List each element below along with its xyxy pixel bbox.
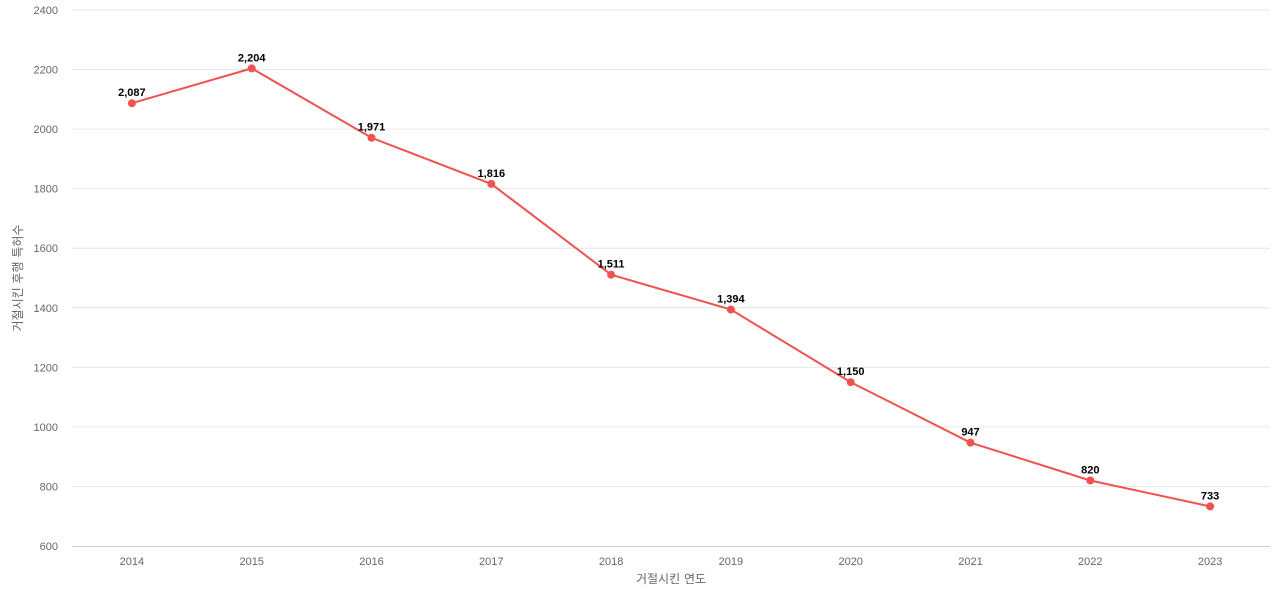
series-layer (127, 64, 1215, 511)
y-tick-label: 1800 (34, 184, 58, 196)
x-tick-label: 2015 (239, 556, 263, 568)
data-label: 2,204 (238, 52, 266, 64)
x-tick-label: 2016 (359, 556, 383, 568)
x-tick-label: 2017 (479, 556, 503, 568)
data-point[interactable] (1086, 476, 1095, 485)
grid-layer (72, 9, 1270, 487)
y-tick-label: 1200 (34, 362, 58, 374)
x-tick-label: 2020 (838, 556, 862, 568)
y-tick-label: 2200 (34, 65, 58, 77)
data-label: 947 (961, 427, 979, 439)
data-point[interactable] (607, 270, 616, 279)
y-tick-label: 600 (40, 541, 58, 553)
y-tick-label: 1000 (34, 422, 58, 434)
y-tick-label: 800 (40, 481, 58, 493)
data-point[interactable] (247, 64, 256, 73)
data-point[interactable] (966, 438, 975, 447)
data-point[interactable] (1206, 502, 1215, 511)
x-tick-label: 2019 (719, 556, 743, 568)
y-tick-label: 2400 (34, 5, 58, 17)
data-label: 1,511 (598, 259, 625, 271)
data-point[interactable] (127, 99, 136, 108)
x-tick-label: 2023 (1198, 556, 1222, 568)
label-layer: 2,087 2,204 1,971 1,816 1,511 1,394 1,150 947 82… (118, 52, 1219, 502)
y-tick-label: 1600 (34, 243, 58, 255)
x-tick-label: 2022 (1078, 556, 1102, 568)
data-point[interactable] (367, 133, 376, 142)
data-label: 820 (1081, 464, 1099, 476)
x-tick-label: 2021 (958, 556, 982, 568)
y-axis-title: 거절시킨 후행 특허수 (10, 225, 25, 332)
data-label: 1,394 (717, 294, 745, 306)
data-point[interactable] (487, 179, 496, 188)
x-axis-title: 거절시킨 연도 (636, 572, 706, 586)
data-point[interactable] (726, 305, 735, 314)
data-point[interactable] (846, 378, 855, 387)
series-line (131, 67, 1211, 508)
data-label: 1,971 (358, 122, 386, 134)
data-label: 1,816 (478, 168, 506, 180)
axis-layer: 600 800 1000 1200 1400 1600 1800 2000 2200 2400 20… (34, 5, 1270, 568)
y-tick-label: 1400 (34, 303, 58, 315)
x-tick-label: 2018 (599, 556, 623, 568)
data-label: 2,087 (118, 87, 146, 99)
x-tick-label: 2014 (120, 556, 144, 568)
y-tick-label: 2000 (34, 124, 58, 136)
data-label: 733 (1201, 490, 1219, 502)
data-label: 1,150 (837, 366, 865, 378)
